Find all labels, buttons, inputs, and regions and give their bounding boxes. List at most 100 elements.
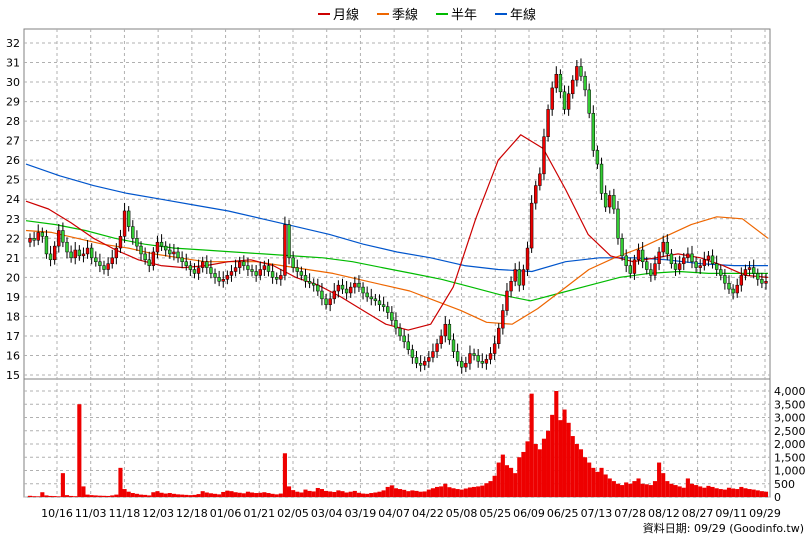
- date-tick-14: 06/09: [513, 507, 545, 520]
- volume-bar-112: [488, 481, 493, 497]
- volume-bar-31: [155, 491, 160, 497]
- candle-body-91: [402, 335, 406, 343]
- volume-bar-174: [743, 488, 748, 497]
- volume-bar-74: [332, 491, 337, 497]
- candle-body-142: [612, 195, 616, 210]
- candle-body-82: [365, 292, 369, 298]
- price-tick-2: 17: [6, 330, 20, 343]
- candle-body-166: [710, 255, 715, 264]
- candle-body-50: [233, 267, 238, 272]
- volume-bar-173: [739, 486, 744, 497]
- volume-bar-41: [196, 494, 201, 497]
- volume-bar-22: [118, 467, 123, 497]
- candle-body-0: [28, 238, 32, 243]
- candle-body-4: [44, 236, 49, 255]
- candle-body-116: [505, 290, 509, 311]
- candle-body-120: [521, 269, 526, 286]
- price-tick-3: 18: [6, 310, 20, 323]
- candle-body-131: [566, 93, 571, 110]
- candle-body-23: [122, 210, 127, 237]
- candle-body-68: [307, 281, 312, 284]
- volume-tick-7: 3,500: [774, 398, 806, 411]
- price-axis-labels: 15 16 17 18 19 20 21 22 23 24 25 26 27 28 29 30 31 32: [6, 37, 20, 382]
- candle-body-115: [501, 310, 505, 329]
- volume-bar-158: [677, 486, 682, 497]
- candle-body-159: [682, 257, 686, 264]
- volume-bar-73: [328, 491, 333, 497]
- volume-bar-141: [607, 478, 612, 497]
- volume-bar-92: [406, 491, 411, 497]
- volume-bar-44: [208, 493, 213, 497]
- volume-bar-114: [496, 462, 501, 497]
- volume-bar-53: [245, 491, 250, 497]
- date-tick-12: 05/08: [446, 507, 478, 520]
- volume-bar-163: [698, 486, 703, 497]
- volume-bar-123: [533, 444, 538, 497]
- candle-body-40: [192, 269, 197, 274]
- candle-body-24: [126, 210, 131, 227]
- volume-bar-75: [336, 490, 341, 497]
- candle-body-90: [398, 327, 402, 337]
- volume-bar-54: [249, 492, 255, 497]
- candle-body-86: [381, 304, 386, 307]
- volume-bar-113: [492, 475, 497, 497]
- volume-bar-81: [360, 493, 366, 497]
- candle-body-9: [65, 241, 69, 253]
- volume-bar-90: [398, 489, 403, 497]
- volume-bar-70: [315, 487, 320, 497]
- candle-body-94: [414, 357, 419, 364]
- date-tick-7: 02/05: [277, 507, 309, 520]
- candle-body-153: [657, 251, 661, 264]
- candle-body-27: [139, 245, 143, 255]
- candle-body-65: [295, 267, 299, 272]
- volume-bar-161: [689, 483, 695, 497]
- volume-bar-17: [97, 495, 102, 497]
- candle-body-167: [714, 263, 719, 270]
- date-tick-0: 10/16: [41, 507, 73, 520]
- volume-bar-132: [570, 436, 575, 497]
- candle-body-158: [677, 263, 682, 270]
- candle-body-100: [439, 335, 443, 345]
- candle-body-122: [529, 202, 534, 249]
- volume-bar-129: [558, 420, 563, 497]
- volume-bar-68: [307, 490, 312, 497]
- candle-body-176: [751, 267, 756, 274]
- volume-bar-29: [147, 495, 152, 497]
- candle-body-108: [472, 353, 476, 356]
- candle-body-25: [131, 226, 135, 239]
- volume-bar-148: [636, 478, 641, 497]
- volume-bar-11: [73, 496, 78, 497]
- candle-body-101: [443, 323, 447, 337]
- candle-body-36: [176, 251, 180, 259]
- volume-bar-153: [657, 462, 662, 497]
- candle-body-147: [632, 259, 637, 274]
- volume-bar-55: [254, 493, 259, 497]
- candle-body-67: [303, 275, 308, 282]
- date-tick-20: 09/11: [715, 507, 747, 520]
- volume-tick-6: 3,000: [774, 412, 806, 425]
- volume-bar-151: [648, 485, 653, 497]
- volume-bars: [27, 391, 769, 497]
- candle-body-143: [616, 208, 620, 239]
- volume-bar-126: [546, 430, 551, 497]
- candle-body-117: [509, 281, 513, 292]
- volume-bar-147: [632, 481, 637, 497]
- volume-bar-67: [303, 489, 308, 497]
- candle-body-69: [312, 282, 316, 286]
- volume-tick-1: 500: [774, 478, 795, 491]
- volume-bar-135: [583, 457, 588, 497]
- volume-bar-24: [126, 491, 131, 497]
- volume-bar-50: [233, 492, 238, 497]
- date-tick-16: 07/13: [581, 507, 613, 520]
- volume-bar-27: [138, 494, 144, 497]
- date-tick-13: 05/25: [479, 507, 511, 520]
- volume-bar-61: [278, 493, 283, 497]
- price-tick-14: 29: [6, 96, 20, 109]
- source-date-label: 資料日期: 09/29 (Goodinfo.tw): [643, 521, 804, 535]
- volume-bar-64: [291, 490, 296, 497]
- date-tick-3: 12/03: [142, 507, 174, 520]
- candle-body-96: [423, 361, 427, 366]
- candle-body-19: [106, 263, 110, 270]
